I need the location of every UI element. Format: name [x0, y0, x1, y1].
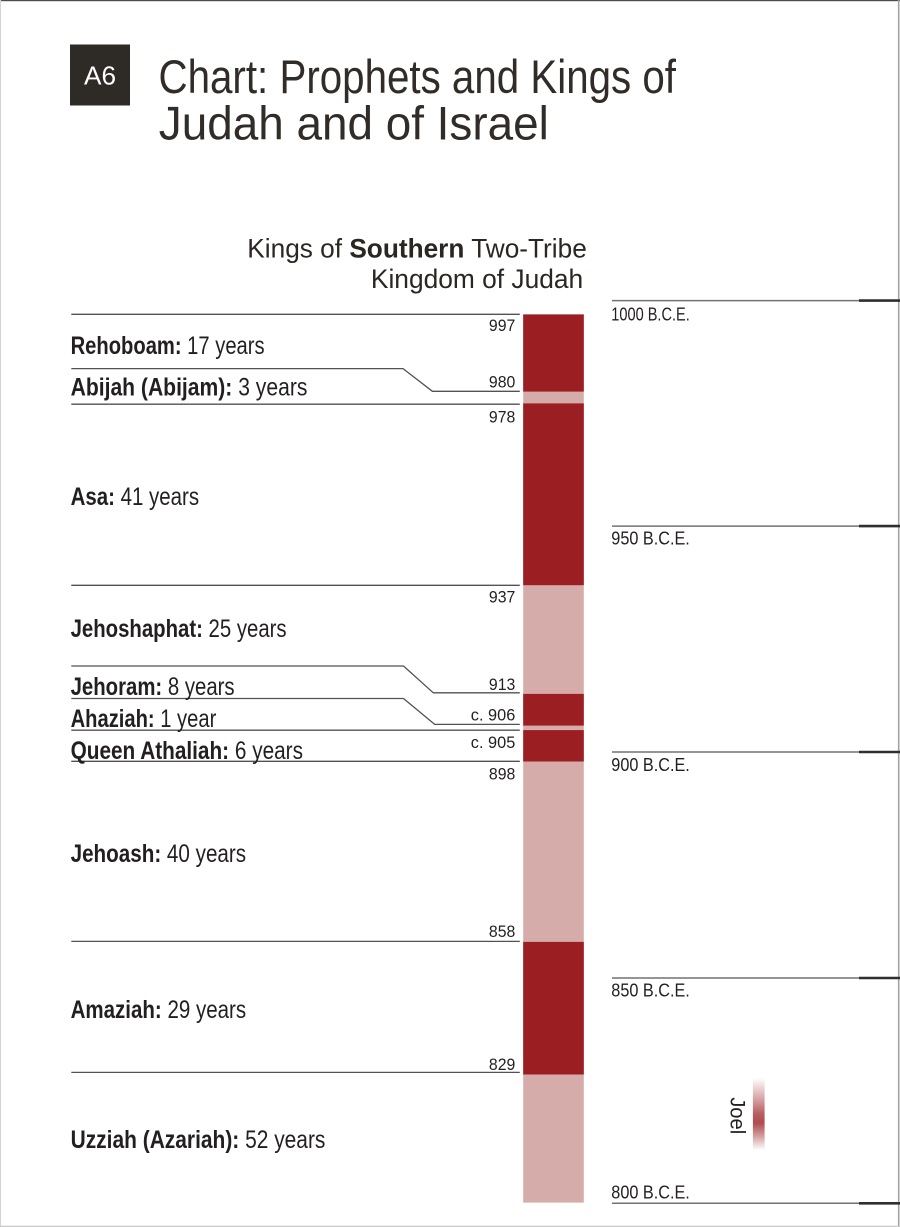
svg-text:900 B.C.E.: 900 B.C.E.: [611, 754, 690, 775]
svg-text:Jehoash: 40 years: Jehoash: 40 years: [71, 840, 247, 868]
svg-text:Jehoshaphat: 25 years: Jehoshaphat: 25 years: [71, 615, 287, 643]
svg-text:858: 858: [489, 922, 515, 941]
svg-text:A6: A6: [84, 63, 116, 91]
svg-text:Kings of Southern Two-Tribe: Kings of Southern Two-Tribe: [247, 234, 587, 264]
svg-text:937: 937: [489, 588, 515, 607]
svg-text:Uzziah (Azariah): 52 years: Uzziah (Azariah): 52 years: [71, 1126, 326, 1154]
svg-text:Jehoram: 8 years: Jehoram: 8 years: [71, 673, 235, 701]
svg-text:Rehoboam: 17 years: Rehoboam: 17 years: [71, 332, 265, 360]
svg-text:898: 898: [489, 765, 515, 784]
svg-text:Amaziah: 29 years: Amaziah: 29 years: [71, 996, 247, 1024]
svg-text:829: 829: [489, 1055, 515, 1074]
svg-text:c. 905: c. 905: [471, 733, 516, 752]
svg-text:Ahaziah: 1 year: Ahaziah: 1 year: [71, 705, 217, 733]
svg-text:c. 906: c. 906: [471, 706, 516, 725]
svg-text:850 B.C.E.: 850 B.C.E.: [611, 980, 690, 1001]
svg-text:Queen Athaliah: 6 years: Queen Athaliah: 6 years: [71, 737, 303, 765]
svg-text:Judah and of Israel: Judah and of Israel: [159, 97, 549, 150]
svg-text:Asa: 41 years: Asa: 41 years: [71, 483, 200, 511]
svg-text:978: 978: [489, 408, 515, 427]
svg-text:Abijah (Abijam): 3 years: Abijah (Abijam): 3 years: [71, 374, 308, 402]
svg-text:Kingdom of Judah: Kingdom of Judah: [371, 264, 583, 294]
svg-text:800 B.C.E.: 800 B.C.E.: [611, 1182, 690, 1203]
svg-text:Chart: Prophets and Kings of: Chart: Prophets and Kings of: [159, 50, 677, 103]
svg-text:997: 997: [489, 316, 515, 335]
svg-text:950 B.C.E.: 950 B.C.E.: [611, 528, 690, 549]
svg-text:913: 913: [489, 675, 515, 694]
svg-text:1000 B.C.E.: 1000 B.C.E.: [611, 303, 690, 324]
svg-text:980: 980: [489, 373, 515, 392]
svg-text:Joel: Joel: [726, 1097, 749, 1134]
